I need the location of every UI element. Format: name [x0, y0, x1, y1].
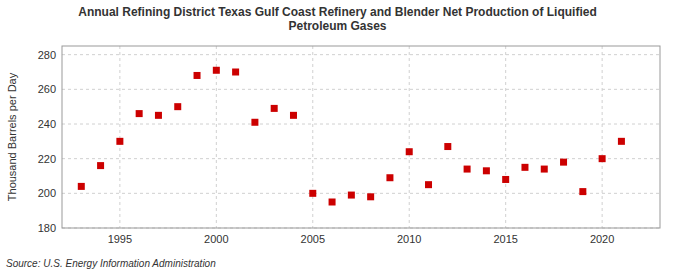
x-grid-line — [312, 46, 313, 228]
y-axis-label: Thousand Barrels per Day — [6, 72, 18, 201]
y-tick-label: 280 — [38, 49, 56, 61]
point — [444, 143, 451, 150]
y-grid-line — [62, 54, 660, 55]
point — [367, 193, 374, 200]
plot-frame — [62, 46, 660, 228]
x-grid-line — [409, 46, 410, 228]
point — [97, 162, 104, 169]
point — [116, 138, 123, 145]
point — [521, 164, 528, 171]
point — [541, 166, 548, 173]
x-tick-label: 2020 — [590, 233, 614, 245]
y-grid-line — [62, 193, 660, 194]
point — [309, 190, 316, 197]
point — [560, 159, 567, 166]
points — [78, 67, 625, 206]
point — [386, 174, 393, 181]
page: {"chart_data": { "type": "scatter", "tit… — [0, 0, 675, 275]
point — [194, 72, 201, 79]
point — [348, 192, 355, 199]
y-grid-line — [62, 89, 660, 90]
point — [174, 103, 181, 110]
point — [232, 69, 239, 76]
x-grid-line — [602, 46, 603, 228]
y-tick-label: 180 — [38, 222, 56, 234]
point — [213, 67, 220, 74]
x-tick-label: 2010 — [397, 233, 421, 245]
x-tick-label: 1995 — [108, 233, 132, 245]
point — [155, 112, 162, 119]
point — [579, 188, 586, 195]
y-tick-label: 240 — [38, 118, 56, 130]
y-grid-line — [62, 124, 660, 125]
point — [329, 199, 336, 206]
title-line: Petroleum Gases — [288, 19, 386, 33]
point — [599, 155, 606, 162]
point — [251, 119, 258, 126]
title: Annual Refining District Texas Gulf Coas… — [78, 5, 597, 33]
point — [483, 167, 490, 174]
x-tick-label: 2005 — [301, 233, 325, 245]
point — [136, 110, 143, 117]
x-grid-line — [119, 46, 120, 228]
x-grid-line — [505, 46, 506, 228]
point — [406, 148, 413, 155]
x-tick-label: 2015 — [493, 233, 517, 245]
point — [502, 176, 509, 183]
chart: Annual Refining District Texas Gulf Coas… — [0, 0, 675, 275]
point — [425, 181, 432, 188]
x-tick-label: 2000 — [204, 233, 228, 245]
point — [271, 105, 278, 112]
y-tick-label: 260 — [38, 83, 56, 95]
source: Source: U.S. Energy Information Administ… — [6, 258, 216, 269]
title-line: Annual Refining District Texas Gulf Coas… — [78, 5, 597, 19]
point — [290, 112, 297, 119]
point — [618, 138, 625, 145]
y-tick-label: 200 — [38, 187, 56, 199]
y-tick-label: 220 — [38, 153, 56, 165]
y-grid-line — [62, 158, 660, 159]
point — [464, 166, 471, 173]
point — [78, 183, 85, 190]
